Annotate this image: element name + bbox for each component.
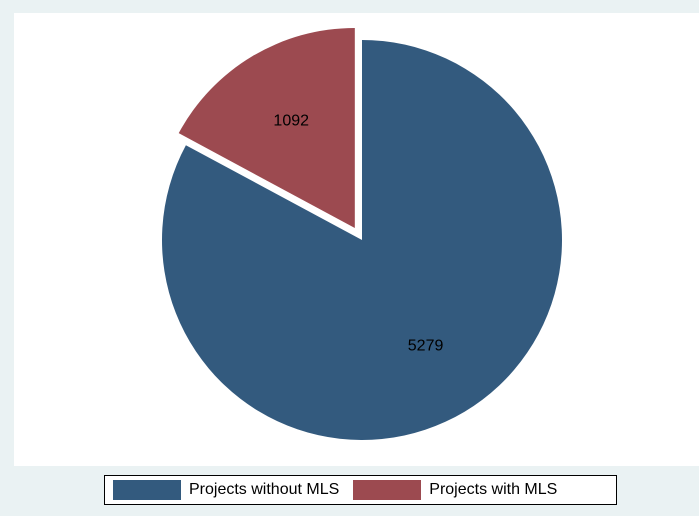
legend-label-projects-without-mls: Projects without MLS	[189, 481, 340, 498]
pie-slices	[161, 27, 562, 440]
pie-slice-projects-with-mls	[178, 27, 355, 228]
chart-legend: Projects without MLS Projects with MLS	[104, 475, 617, 505]
pie-slice-label-projects-without-mls: 5279	[408, 338, 444, 355]
pie-slice-label-projects-with-mls: 1092	[273, 113, 309, 130]
legend-swatch-projects-without-mls	[113, 480, 181, 500]
legend-item-projects-with-mls: Projects with MLS	[353, 480, 557, 500]
legend-label-projects-with-mls: Projects with MLS	[429, 481, 558, 498]
legend-item-projects-without-mls: Projects without MLS	[113, 480, 339, 500]
legend-swatch-projects-with-mls	[353, 480, 422, 500]
pie-slice-projects-without-mls	[161, 40, 562, 440]
pie-slice-labels: 5279 1092	[273, 113, 443, 355]
